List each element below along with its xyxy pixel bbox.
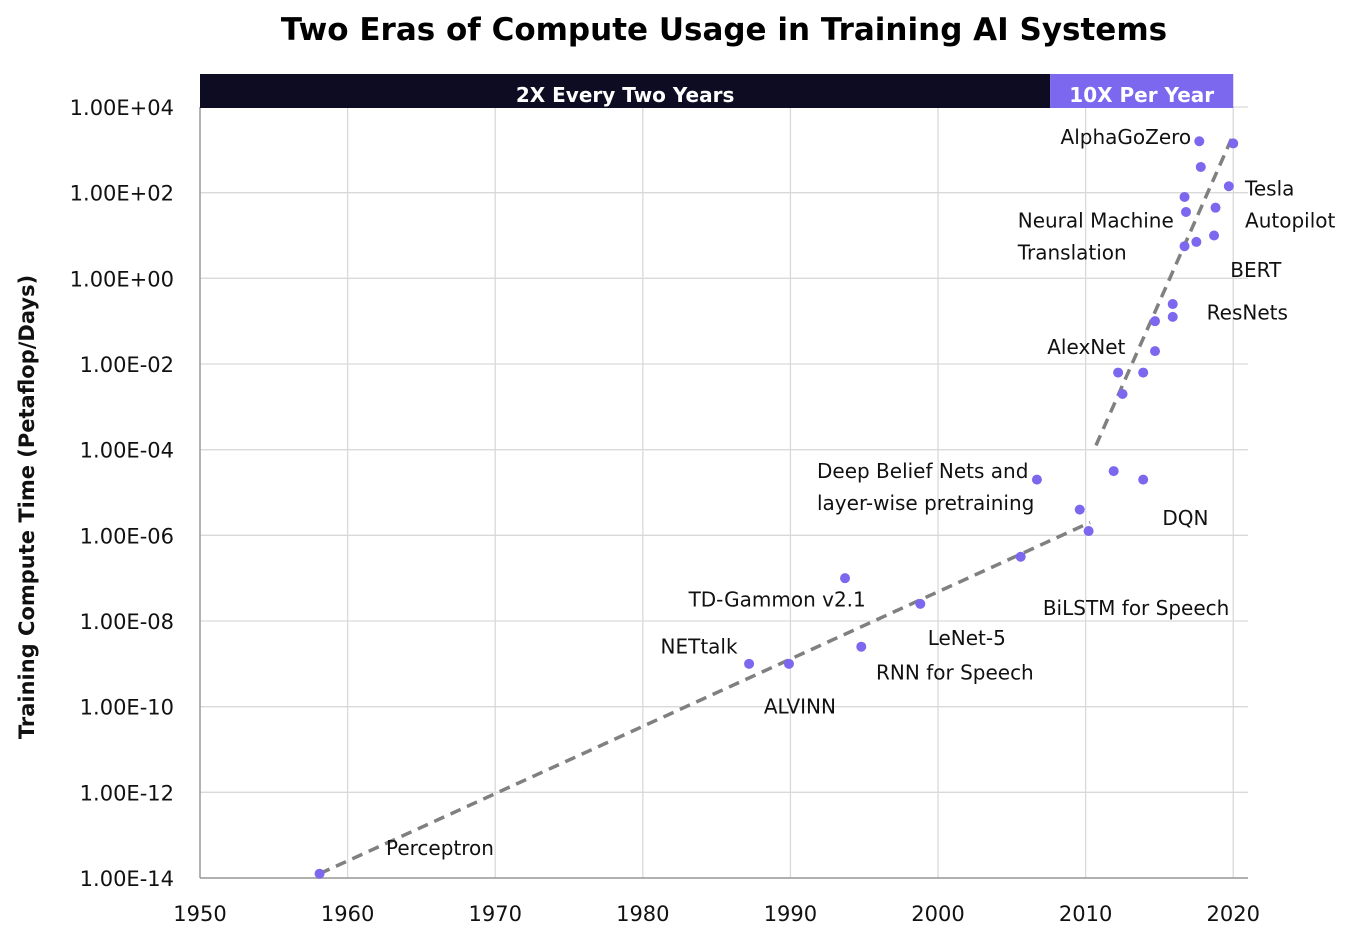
data-point — [1074, 504, 1085, 515]
data-point — [840, 573, 851, 584]
y-tick-label: 1.00E-02 — [80, 353, 174, 377]
data-point — [1015, 551, 1026, 562]
data-point — [1167, 299, 1178, 310]
point-label: ResNets — [1207, 301, 1288, 325]
point-label: NETtalk — [661, 635, 738, 659]
point-label: Autopilot — [1245, 209, 1335, 233]
data-point — [744, 658, 755, 669]
axis-ticks: 1.00E+04 1.00E+02 1.00E+00 1.00E-02 1.00E-04… — [70, 96, 1260, 926]
x-tick-label: 1970 — [468, 902, 521, 926]
data-point — [1113, 367, 1124, 378]
point-label: Neural Machine — [1018, 209, 1174, 233]
era-band-0 — [200, 74, 1051, 108]
point-label: Translation — [1017, 241, 1127, 265]
data-point — [1150, 346, 1161, 357]
point-label: Deep Belief Nets and — [817, 459, 1028, 483]
data-point — [1179, 241, 1190, 252]
data-point — [1108, 466, 1119, 477]
data-point — [1150, 316, 1161, 327]
data-point — [1167, 311, 1178, 322]
y-tick-label: 1.00E+00 — [70, 267, 174, 291]
y-tick-label: 1.00E+04 — [70, 96, 174, 120]
point-label: AlexNet — [1047, 335, 1125, 359]
x-tick-label: 1980 — [616, 902, 669, 926]
data-point — [783, 658, 794, 669]
y-tick-label: 1.00E-10 — [80, 696, 174, 720]
point-label: AlphaGoZero — [1061, 125, 1192, 149]
x-tick-label: 2000 — [911, 902, 964, 926]
point-label: layer-wise pretraining — [817, 491, 1034, 515]
y-tick-label: 1.00E-14 — [80, 867, 174, 891]
x-tick-label: 2010 — [1059, 902, 1112, 926]
annotations: Perceptron NETtalk ALVINN TD-Gammon v2.1 RNN… — [386, 125, 1336, 860]
data-point — [856, 641, 867, 652]
x-tick-label: 1950 — [173, 902, 226, 926]
data-point — [1209, 230, 1220, 241]
y-tick-label: 1.00E-04 — [80, 439, 174, 463]
era-band-label-1: 10X Per Year — [1069, 83, 1214, 107]
data-point — [1210, 202, 1221, 213]
point-label: Tesla — [1244, 176, 1294, 200]
data-point — [1223, 181, 1234, 192]
grid — [199, 106, 1248, 879]
trend-line-1 — [1094, 134, 1235, 447]
data-point — [1179, 191, 1190, 202]
data-point — [1191, 236, 1202, 247]
data-point — [1083, 526, 1094, 537]
x-tick-label: 1990 — [764, 902, 817, 926]
data-point — [1031, 474, 1042, 485]
data-point — [1138, 367, 1149, 378]
data-point — [314, 868, 325, 879]
point-label: BiLSTM for Speech — [1043, 596, 1229, 620]
point-label: BERT — [1230, 258, 1282, 282]
y-tick-label: 1.00E-06 — [80, 524, 174, 548]
trend-line-0 — [318, 520, 1091, 876]
data-point — [1228, 138, 1239, 149]
point-label: TD-Gammon v2.1 — [688, 588, 866, 612]
data-point — [1194, 136, 1205, 147]
y-tick-label: 1.00E-12 — [80, 781, 174, 805]
era-bands: 2X Every Two Years 10X Per Year — [200, 74, 1234, 108]
data-point — [1138, 474, 1149, 485]
x-tick-label: 2020 — [1207, 902, 1260, 926]
x-tick-label: 1960 — [321, 902, 374, 926]
era-band-1 — [1050, 74, 1234, 108]
point-label: RNN for Speech — [876, 660, 1034, 684]
data-point — [915, 598, 926, 609]
data-point — [1117, 388, 1128, 399]
data-point — [1195, 161, 1206, 172]
point-label: LeNet-5 — [928, 626, 1006, 650]
data-points — [314, 136, 1239, 879]
y-tick-label: 1.00E+02 — [70, 182, 174, 206]
y-tick-label: 1.00E-08 — [80, 610, 174, 634]
point-label: Perceptron — [386, 836, 494, 860]
point-label: DQN — [1162, 506, 1208, 530]
era-band-label-0: 2X Every Two Years — [516, 83, 735, 107]
data-point — [1181, 206, 1192, 217]
y-axis-label: Training Compute Time (Petaflop/Days) — [15, 275, 39, 739]
point-label: ALVINN — [764, 695, 836, 719]
chart-title: Two Eras of Compute Usage in Training AI… — [281, 12, 1167, 48]
